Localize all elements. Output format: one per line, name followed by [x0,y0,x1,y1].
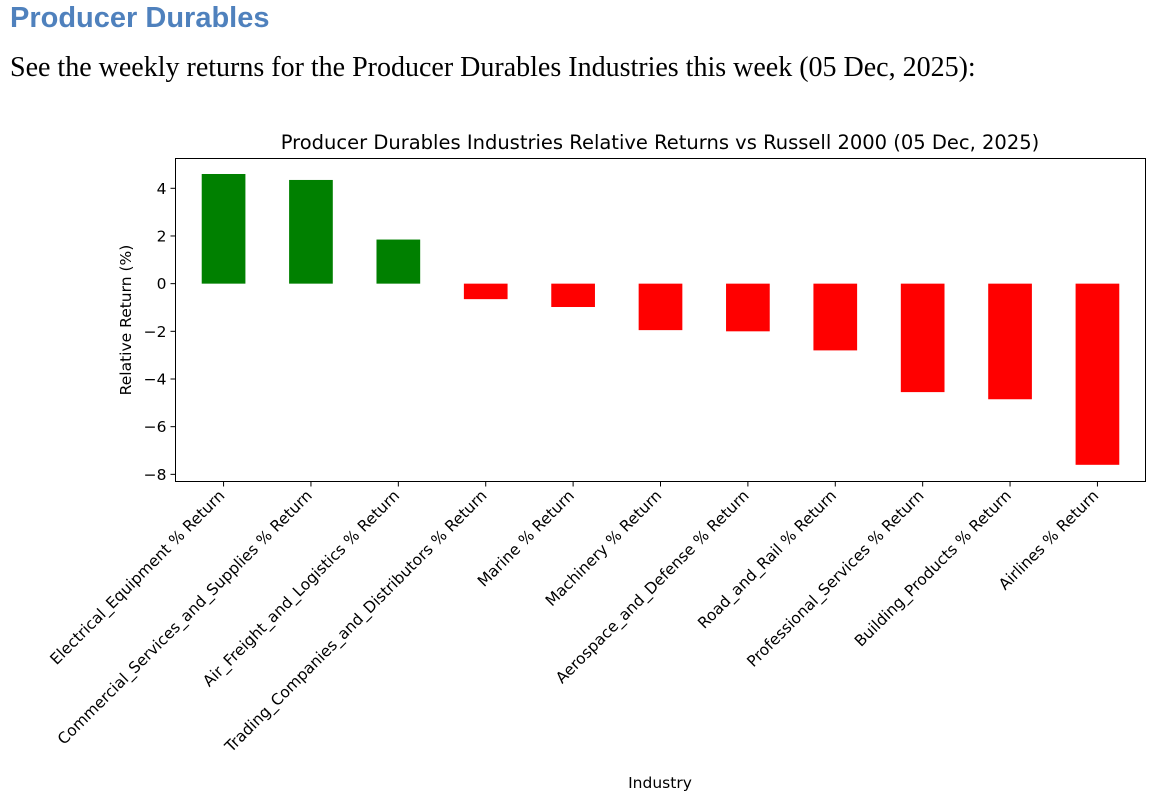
bar-7 [726,283,770,332]
y-axis-label: Relative Return (%) [117,245,135,396]
y-tick-label: −4 [144,370,167,388]
x-tick-label: Marine % Return [474,487,578,591]
bar-11 [1075,283,1120,465]
plot-frame [175,158,1146,482]
x-tick-label: Road_and_Rail % Return [694,487,840,633]
y-tick-label: −6 [144,418,167,436]
x-tick-label: Professional_Services % Return [743,487,928,672]
y-tick-label: 0 [157,275,167,293]
bar-8 [813,283,858,351]
bar-6 [638,283,683,331]
bar-9 [900,283,945,393]
chart-title: Producer Durables Industries Relative Re… [281,131,1040,154]
bar-2 [289,179,333,284]
page-heading: Producer Durables [10,2,270,34]
x-tick-label: Air_Freight_and_Logistics % Return [199,487,403,691]
y-tick-label: 4 [157,180,167,198]
bar-10 [988,283,1032,400]
y-tick-label: 2 [157,227,167,245]
x-tick-label: Electrical_Equipment % Return [47,487,230,670]
bar-4 [463,283,508,300]
y-tick-label: −2 [144,323,167,341]
bar-5 [551,283,595,308]
bar-3 [376,239,421,284]
x-tick-label: Aerospace_and_Defense % Return [552,487,753,688]
intro-text: See the weekly returns for the Producer … [10,52,976,83]
x-axis-label: Industry [628,774,692,792]
bar-1 [201,173,246,284]
y-tick-label: −8 [144,466,167,484]
x-tick-label: Building_Products % Return [851,487,1015,651]
